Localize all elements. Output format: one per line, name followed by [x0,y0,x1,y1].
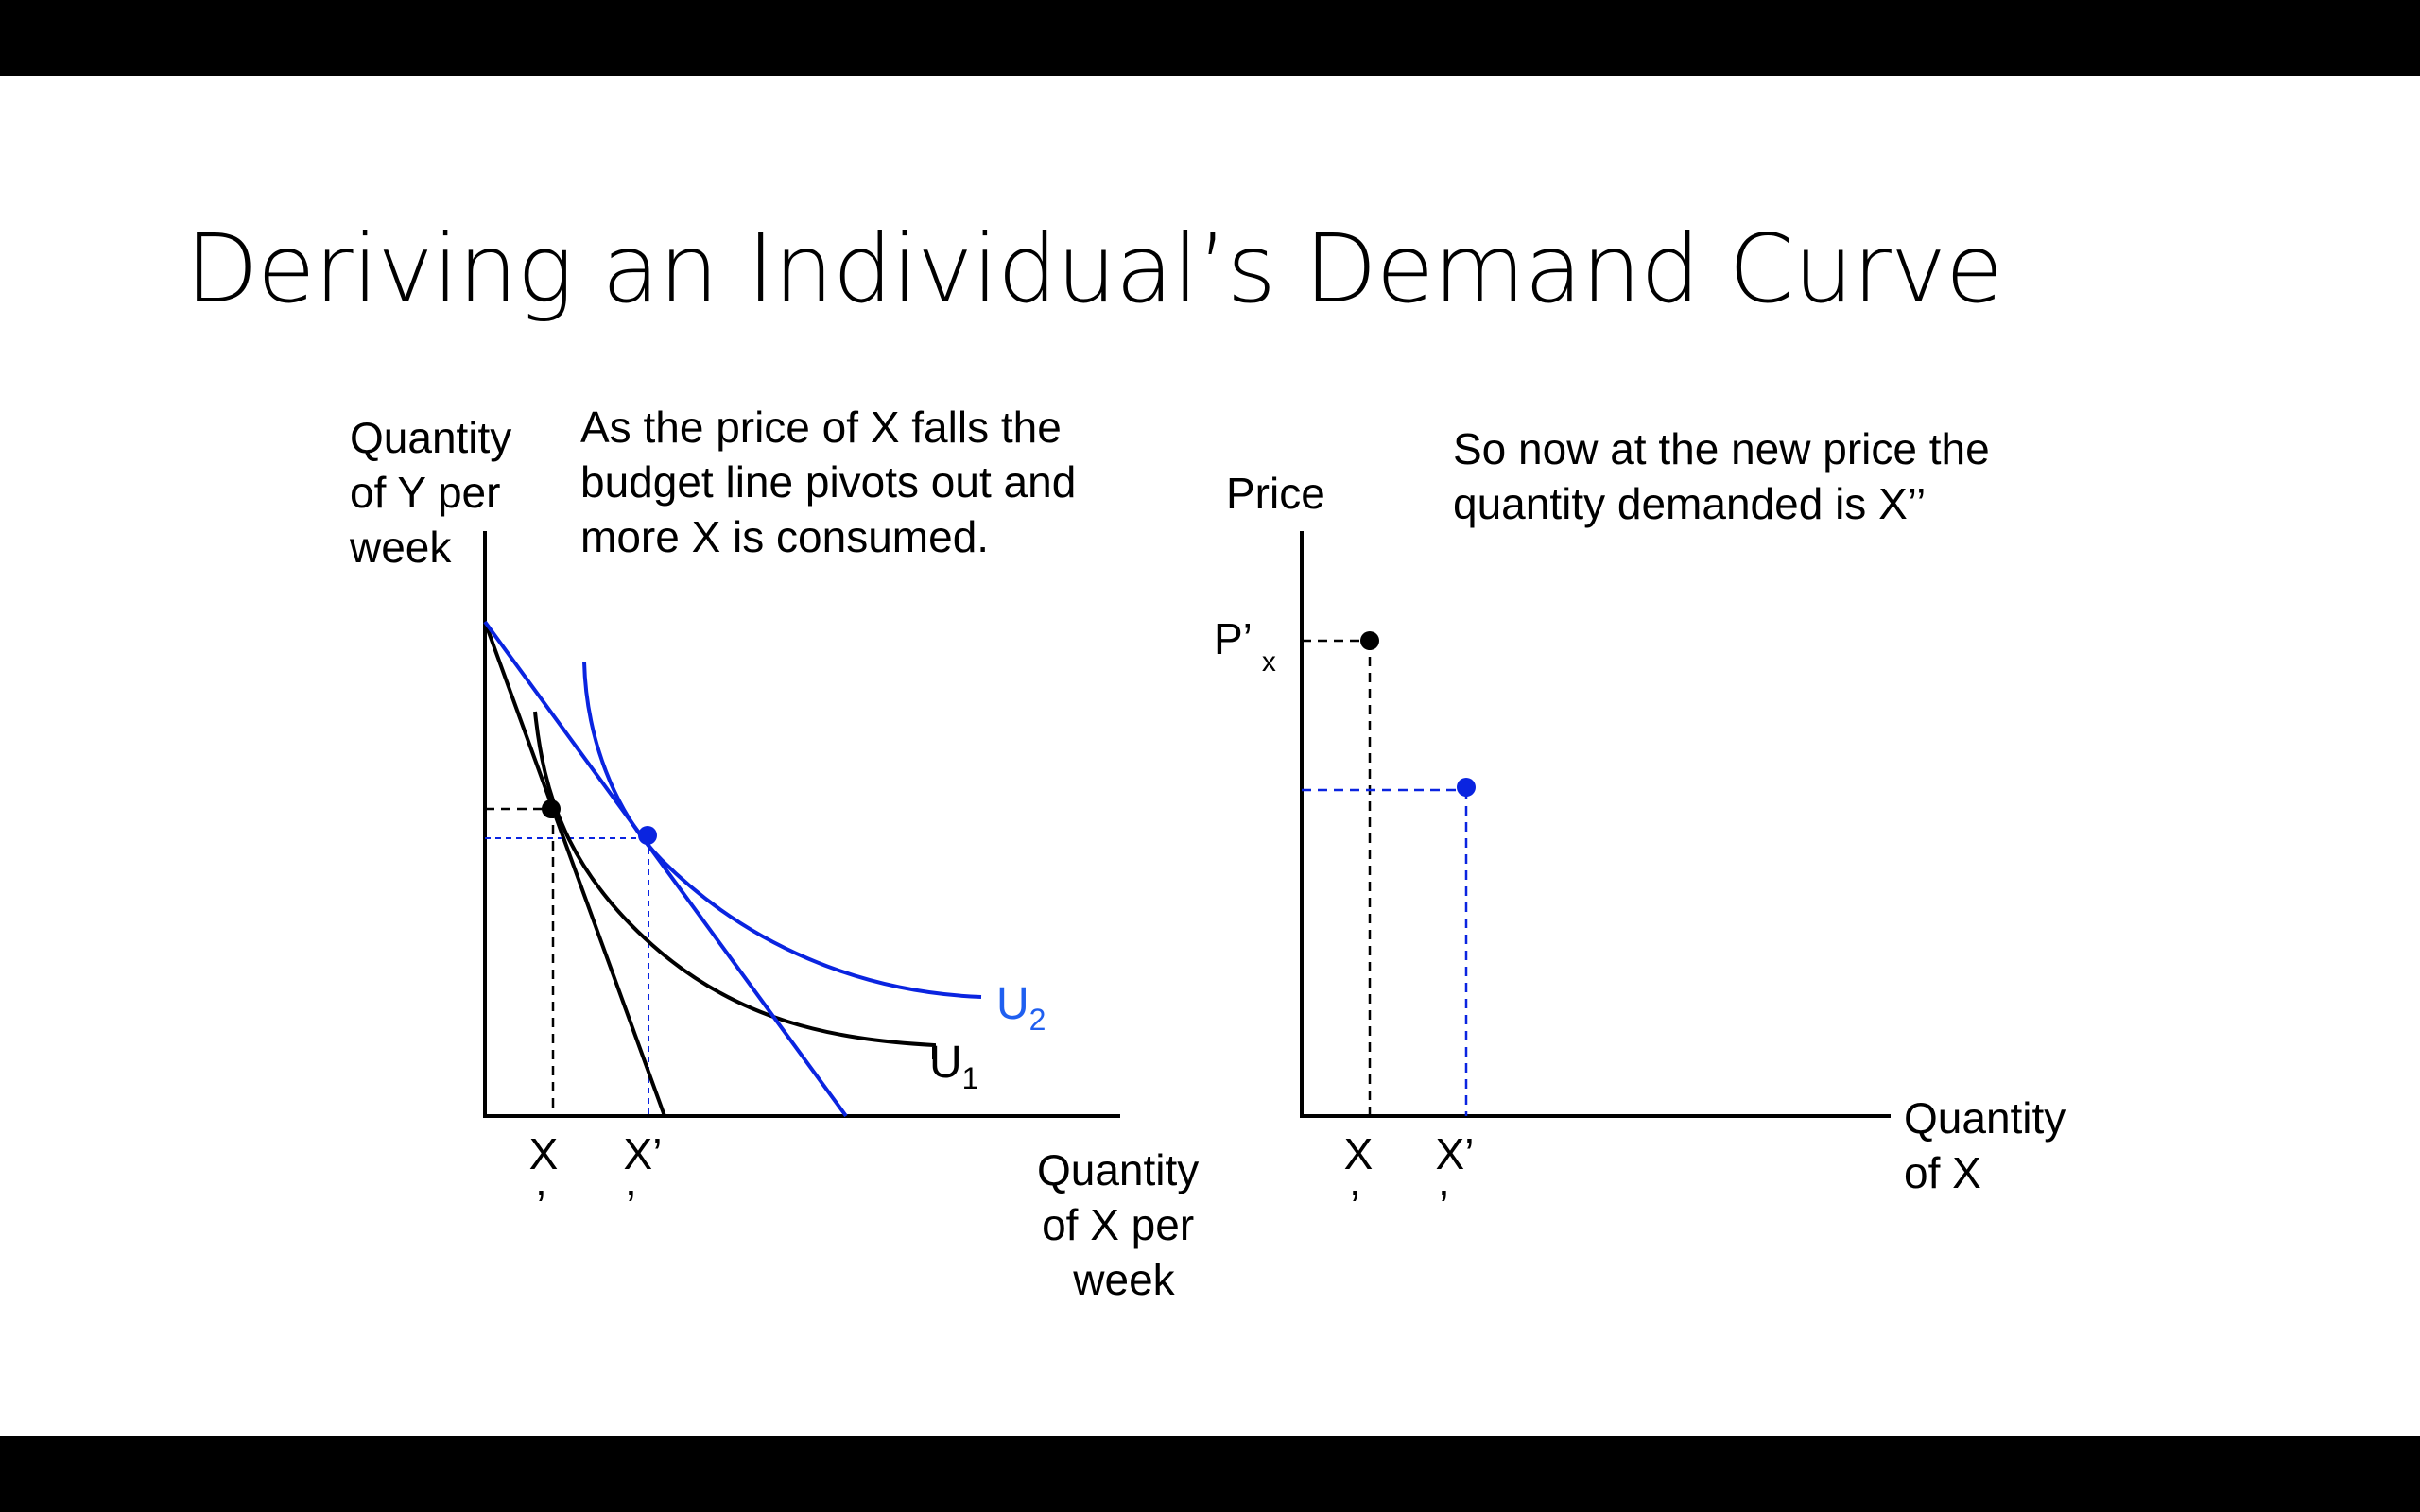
equilibrium-point-blue [638,826,657,845]
left-annotation: As the price of X falls the budget line … [580,403,1088,561]
label-u1: U1 [929,1038,978,1095]
left-tick-x-mark: , [535,1156,547,1205]
equilibrium-point-black [542,799,561,818]
slide: Deriving an Individual’s Demand Curve [0,76,2420,1436]
slide-title: Deriving an Individual’s Demand Curve [185,214,2004,324]
left-tick-x-prime: X’ [624,1129,663,1178]
indifference-curve-u2 [582,661,982,999]
right-x-axis-label: Quantity of X [1904,1093,2078,1197]
left-y-axis-label: Quantity of Y per week [349,413,524,572]
demand-point-blue [1457,778,1476,797]
left-tick-x: X [529,1129,559,1178]
budget-line-new [483,620,848,1118]
right-y-axis-label: Price [1226,469,1325,518]
right-tick-x-prime: X’ [1436,1129,1475,1178]
right-tick-x: X [1344,1129,1374,1178]
left-x-axis-label: Quantity of X per week [1037,1145,1211,1304]
right-tick-x-prime-mark: , [1438,1156,1450,1205]
label-u2: U2 [996,979,1046,1037]
indifference-curve-u1 [533,711,936,1059]
demand-point-black [1360,631,1379,650]
left-tick-x-prime-mark: , [625,1156,637,1205]
budget-line-original [483,621,666,1117]
right-annotation: So now at the new price the quantity dem… [1453,424,2001,528]
right-graph: Price P’ x So now at the new price the qu… [1214,424,2078,1205]
right-tick-x-mark: , [1349,1156,1361,1205]
price-label: P’ x [1214,614,1276,678]
left-graph: U2 U1 Quantity of Y per week Quantity of… [349,403,1211,1304]
